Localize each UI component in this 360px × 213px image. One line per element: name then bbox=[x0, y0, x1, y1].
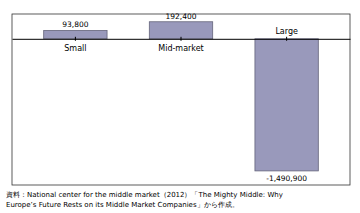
plot-area: Small Mid-market Large 93,800 192,400 -1,490,… bbox=[12, 12, 351, 185]
tick-mark bbox=[181, 37, 182, 41]
tick-mark bbox=[286, 37, 287, 41]
bar bbox=[149, 22, 212, 39]
tick-label: Mid-market bbox=[158, 44, 203, 53]
plot-frame bbox=[12, 14, 350, 185]
bars bbox=[44, 22, 319, 171]
chart: Small Mid-market Large 93,800 192,400 -1,490,… bbox=[0, 0, 360, 213]
data-label: 192,400 bbox=[165, 12, 196, 21]
x-tick: Mid-market bbox=[158, 37, 203, 54]
tick-label: Large bbox=[275, 27, 298, 36]
data-label: -1,490,900 bbox=[266, 174, 307, 183]
x-tick: Large bbox=[275, 27, 298, 41]
tick-label: Small bbox=[64, 44, 86, 53]
data-labels: 93,800 192,400 -1,490,900 bbox=[62, 12, 307, 183]
bar bbox=[255, 39, 318, 171]
data-label: 93,800 bbox=[62, 20, 88, 29]
x-tick: Small bbox=[64, 37, 86, 54]
x-axis: Small Mid-market Large bbox=[13, 27, 351, 54]
tick-mark bbox=[75, 37, 76, 41]
caption: 資料：National center for the middle market… bbox=[6, 191, 283, 209]
caption-line: 資料：National center for the middle market… bbox=[6, 191, 283, 199]
caption-line: Europe’s Future Rests on its Middle Mark… bbox=[6, 201, 239, 209]
